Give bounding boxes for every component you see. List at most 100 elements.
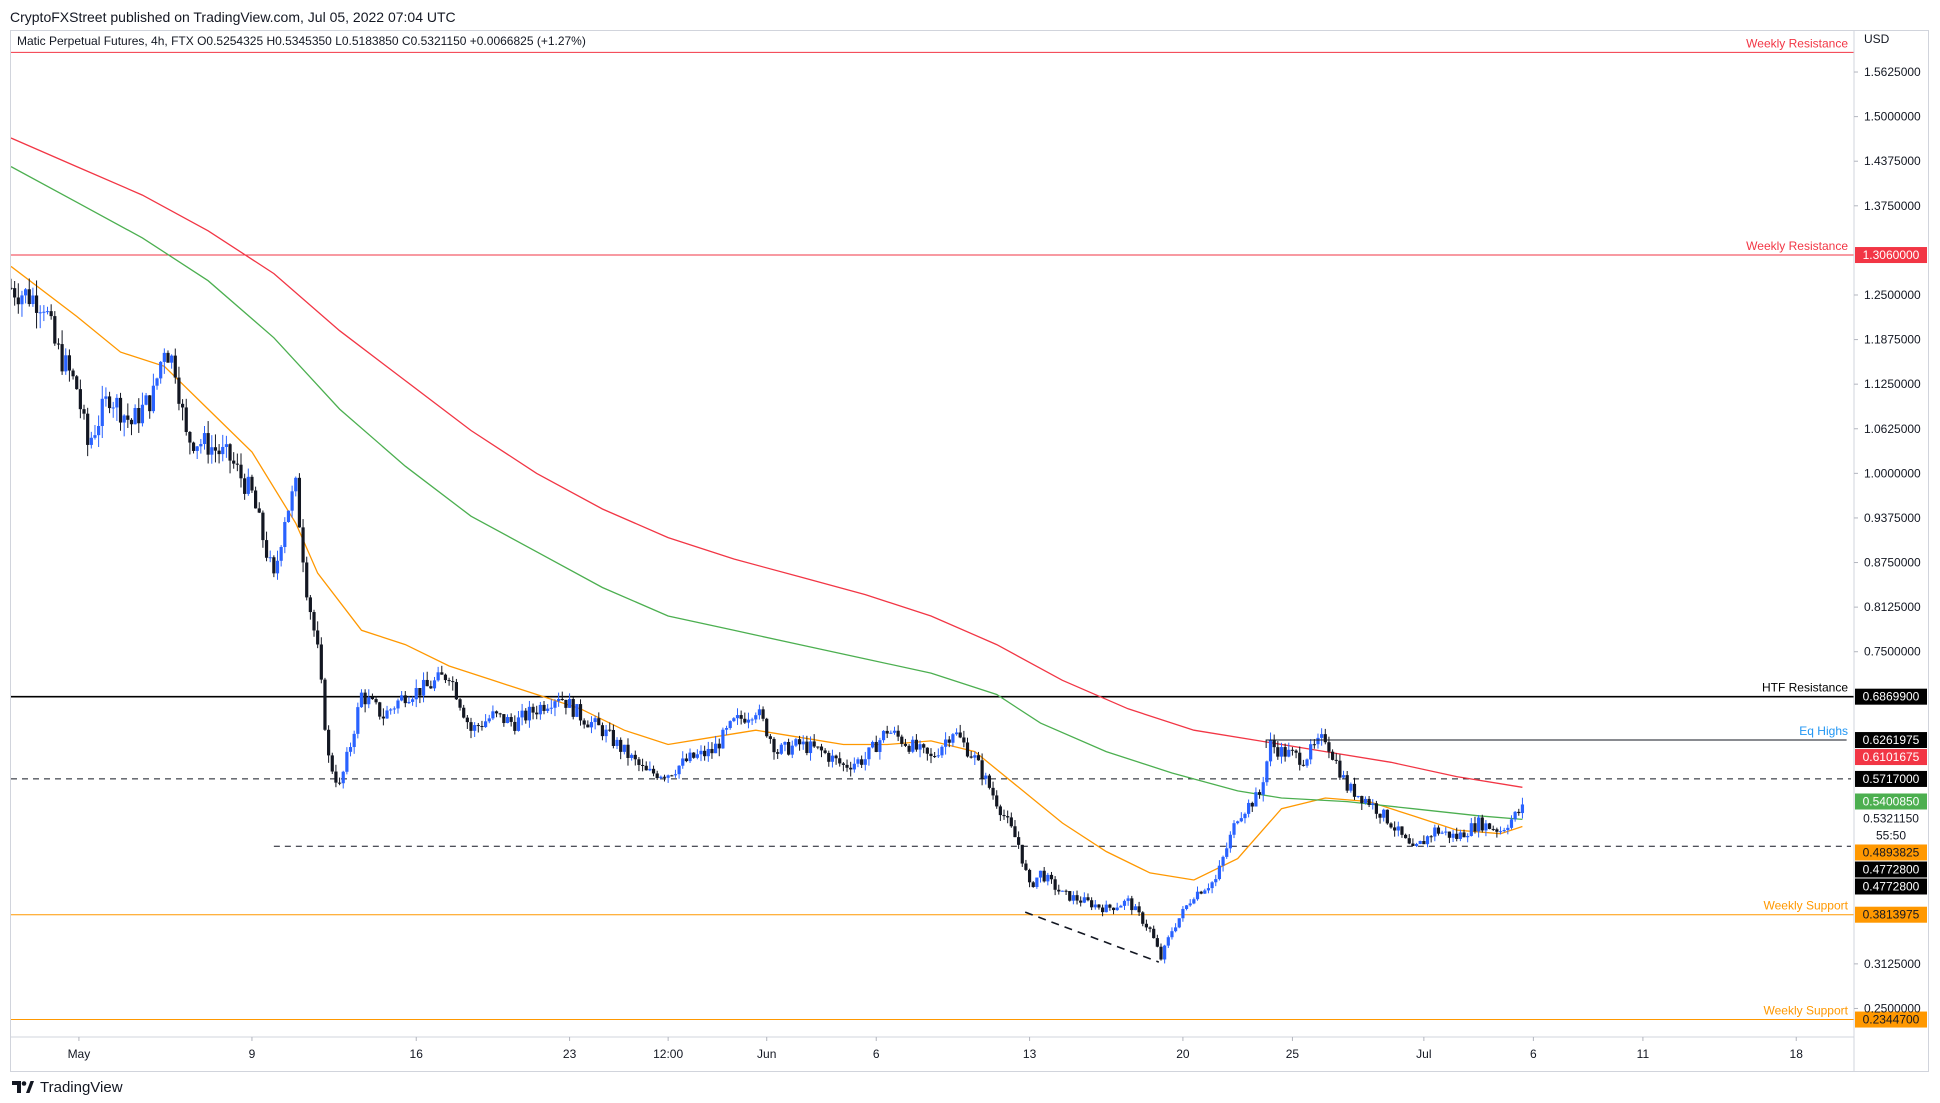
candle-body xyxy=(1068,891,1072,901)
candle-body xyxy=(655,773,659,779)
candle-body xyxy=(1509,819,1514,828)
candle-body xyxy=(662,776,667,778)
candle-body xyxy=(279,546,283,561)
candle-body xyxy=(1400,826,1404,835)
ema-line xyxy=(11,265,1523,881)
candle-body xyxy=(250,476,254,491)
candle-body xyxy=(619,739,623,752)
candle-body xyxy=(509,717,513,722)
candle-body xyxy=(374,699,378,703)
candle-body xyxy=(765,718,769,737)
candle-body xyxy=(1265,761,1269,783)
candle-body xyxy=(1473,823,1477,832)
candle-body xyxy=(381,716,385,719)
candle-body xyxy=(695,754,699,758)
candle-body xyxy=(1020,844,1024,864)
x-tick-label: Jul xyxy=(1416,1047,1431,1061)
candle-body xyxy=(1097,904,1101,908)
candle-body xyxy=(564,699,568,708)
candle-body xyxy=(805,741,809,754)
candle-body xyxy=(1038,870,1043,878)
candle-body xyxy=(24,289,28,296)
candle-body xyxy=(1133,906,1138,911)
candle-body xyxy=(531,706,535,713)
candle-body xyxy=(549,707,553,709)
candle-body xyxy=(987,775,992,788)
candle-body xyxy=(1477,817,1481,832)
y-tick-label: 1.5625000 xyxy=(1864,65,1921,79)
candle-body xyxy=(1327,742,1331,752)
level-label: HTF Resistance xyxy=(1762,681,1848,695)
candle-body xyxy=(593,718,597,723)
candle-body xyxy=(345,751,349,772)
candle-body xyxy=(640,764,645,766)
candle-body xyxy=(213,447,218,451)
candle-body xyxy=(71,370,75,377)
candle-body xyxy=(34,295,39,313)
candle-body xyxy=(447,680,451,682)
candle-body xyxy=(768,736,772,739)
candle-body xyxy=(626,744,630,758)
candle-body xyxy=(1236,821,1240,824)
candle-body xyxy=(1042,870,1046,882)
candle-body xyxy=(830,755,835,762)
candle-body xyxy=(1027,869,1032,883)
x-tick-label: 25 xyxy=(1286,1047,1300,1061)
candle-body xyxy=(513,721,517,731)
candle-body xyxy=(1239,818,1243,822)
candle-body xyxy=(1203,890,1207,894)
chart-frame: Weekly Resistance Weekly Resistance 1.3060… xyxy=(10,30,1929,1072)
candle-body xyxy=(283,522,287,547)
candle-body xyxy=(681,758,685,766)
candle-body xyxy=(976,755,981,761)
candle-body xyxy=(710,748,714,754)
candle-body xyxy=(261,512,265,541)
candle-body xyxy=(790,745,794,755)
candle-body xyxy=(925,747,929,754)
candle-body xyxy=(611,729,615,746)
y-tick-label: 0.7500000 xyxy=(1864,645,1921,659)
candle-body xyxy=(630,754,634,758)
candle-body xyxy=(305,562,309,598)
candle-body xyxy=(1130,898,1134,911)
candle-body xyxy=(177,377,181,404)
candle-body xyxy=(1294,750,1298,753)
candle-body xyxy=(1513,811,1517,820)
candle-body xyxy=(1455,833,1459,839)
candle-body xyxy=(1301,764,1305,766)
candle-body xyxy=(728,721,732,729)
candle-body xyxy=(1312,744,1316,746)
candle-body xyxy=(1298,752,1302,765)
ema-layer xyxy=(11,137,1523,881)
candle-body xyxy=(597,718,601,726)
candle-body xyxy=(1217,865,1222,880)
candle-body xyxy=(1031,882,1035,887)
candle-body xyxy=(604,729,608,737)
candle-body xyxy=(889,732,893,734)
candle-body xyxy=(1228,834,1232,849)
candle-body xyxy=(1341,775,1346,778)
candle-body xyxy=(903,743,908,746)
candle-body xyxy=(100,398,104,427)
candle-body xyxy=(356,707,360,734)
candle-body xyxy=(1451,833,1455,838)
candle-body xyxy=(677,765,681,775)
candle-body xyxy=(1345,775,1349,791)
candle-body xyxy=(1188,903,1192,906)
candle-body xyxy=(863,759,867,765)
candle-body xyxy=(1232,823,1236,835)
candle-body xyxy=(363,692,367,705)
candle-body xyxy=(82,409,86,414)
candle-body xyxy=(1411,843,1415,846)
price-chart[interactable]: Weekly Resistance Weekly Resistance 1.3060… xyxy=(11,31,1928,1071)
candle-body xyxy=(429,686,433,689)
candle-body xyxy=(45,311,50,313)
candle-body xyxy=(1221,856,1225,866)
candle-body xyxy=(367,697,371,705)
candle-body xyxy=(524,710,528,721)
candle-body xyxy=(856,759,860,764)
candle-body xyxy=(962,737,966,743)
candle-body xyxy=(870,741,875,748)
candle-body xyxy=(1506,827,1510,830)
candle-body xyxy=(1115,907,1119,911)
